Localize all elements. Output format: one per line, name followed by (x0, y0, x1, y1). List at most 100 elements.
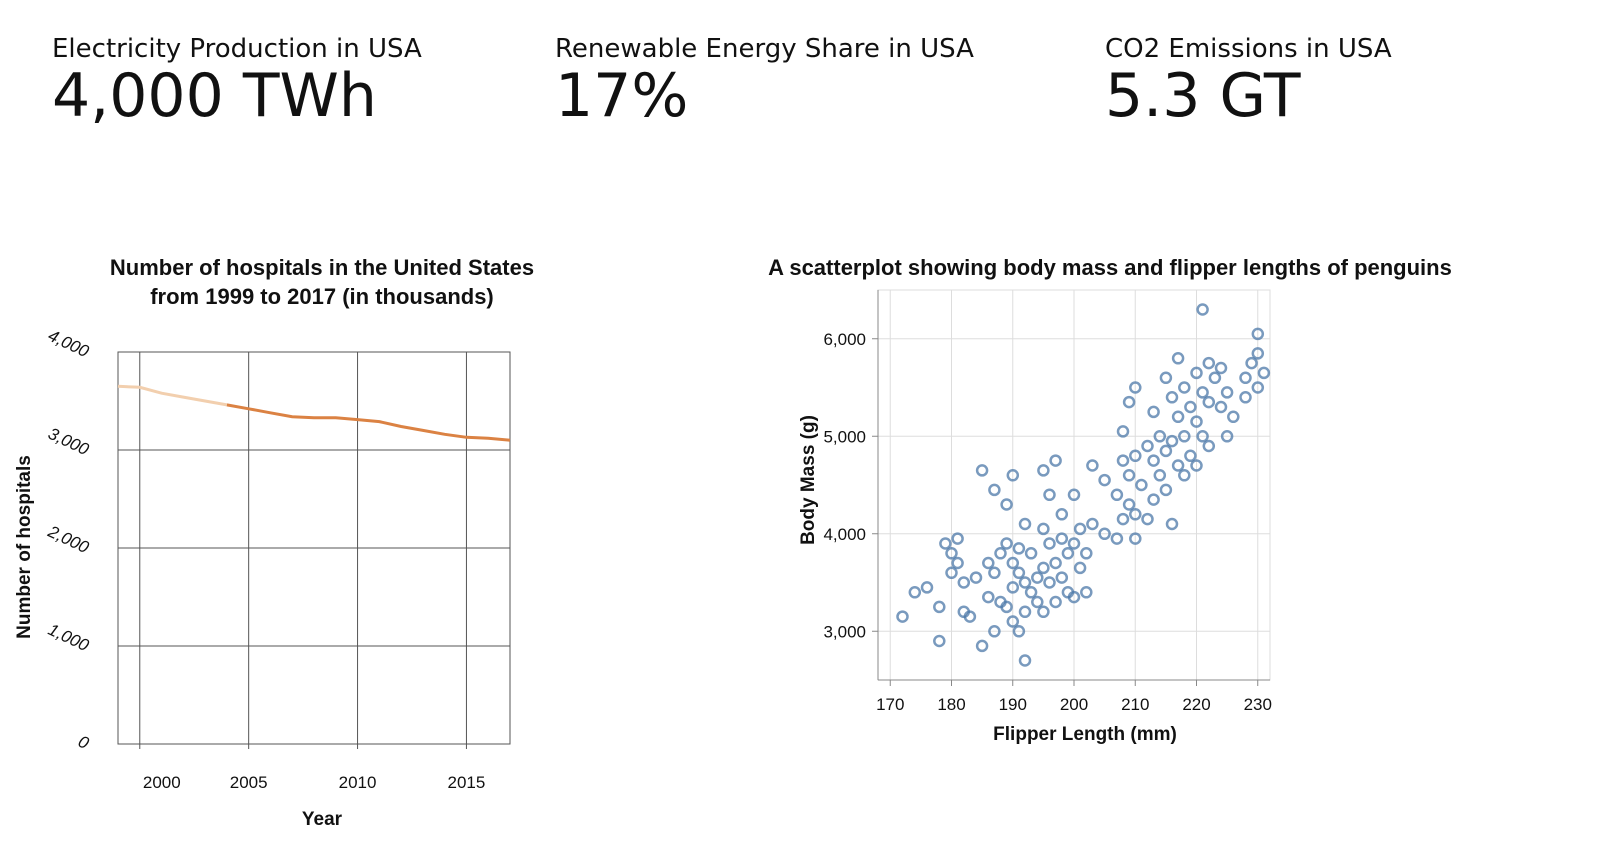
scatter-point (1153, 430, 1167, 443)
scatter-point (1251, 327, 1265, 341)
scatter-point (1043, 576, 1056, 589)
scatter-point (1055, 571, 1069, 584)
scatter-point (1055, 532, 1069, 545)
scatter-point (1239, 391, 1252, 404)
scatter-point (1122, 469, 1136, 482)
scatter-point (1018, 654, 1032, 667)
kpi-label: Electricity Production in USA (52, 34, 422, 64)
chart-title: A scatterplot showing body mass and flip… (768, 255, 1452, 280)
scatter-point (1165, 517, 1179, 531)
scatter-point (1006, 581, 1020, 594)
scatter-point (1171, 459, 1185, 472)
y-tick-label: 2,000 (44, 521, 92, 557)
scatter-point (1214, 361, 1228, 375)
scatter-point (982, 556, 995, 570)
scatter-point (1184, 400, 1197, 414)
scatter-point (1165, 391, 1179, 404)
scatter-point (1245, 356, 1258, 370)
scatter-point (1171, 410, 1185, 424)
scatter-point (933, 634, 946, 648)
penguins-scatter-chart: A scatterplot showing body mass and flip… (768, 255, 1452, 745)
x-axis-title: Year (302, 809, 343, 830)
scatter-point (1049, 556, 1062, 570)
scatter-point (1129, 381, 1142, 394)
y-tick-label: 3,000 (823, 622, 866, 641)
scatter-point (1086, 517, 1099, 531)
scatter-point (1049, 454, 1062, 467)
scatter-point (1178, 430, 1191, 443)
scatter-point (988, 566, 1001, 580)
scatter-point (1067, 537, 1081, 550)
scatter-point (1220, 386, 1234, 399)
x-tick-label: 210 (1121, 695, 1149, 714)
y-axis-title: Number of hospitals (14, 455, 35, 639)
kpi-value: 4,000 TWh (52, 61, 377, 131)
scatter-point (1080, 547, 1093, 560)
scatter-point (1018, 517, 1032, 531)
scatter-point (1000, 498, 1013, 511)
scatter-point (951, 532, 964, 545)
y-tick-label: 4,000 (823, 525, 866, 544)
scatter-point (1116, 454, 1130, 467)
scatter-point (1220, 430, 1234, 443)
scatter-point (920, 581, 934, 594)
x-tick-label: 170 (876, 695, 904, 714)
kpi-label: Renewable Energy Share in USA (555, 34, 974, 64)
scatter-point (1147, 493, 1160, 506)
scatter-point (1037, 464, 1050, 477)
scatter-point (1006, 615, 1020, 628)
x-axis-title: Flipper Length (mm) (993, 724, 1177, 745)
kpi-electricity-production: Electricity Production in USA 4,000 TWh (52, 34, 422, 128)
y-tick-label: 4,000 (45, 326, 92, 361)
chart-title: from 1999 to 2017 (in thousands) (150, 284, 494, 309)
scatter-point (1159, 483, 1173, 497)
x-tick-label: 180 (937, 695, 965, 714)
scatter-point (1202, 356, 1216, 370)
scatter-point (988, 483, 1001, 497)
scatter-point (1202, 395, 1216, 409)
scatter-point (951, 556, 964, 570)
scatter-point (1196, 303, 1209, 316)
scatter-point (1208, 371, 1222, 385)
scatter-point (969, 571, 983, 584)
scatter-point (1073, 522, 1087, 536)
scatter-point (1129, 449, 1142, 463)
scatter-point (1196, 386, 1209, 399)
scatter-point (1000, 537, 1013, 550)
scatter-point (896, 610, 909, 623)
scatter-point (1110, 488, 1124, 502)
scatter-point (994, 547, 1007, 560)
scatter-point (1239, 371, 1252, 385)
scatter-point (1257, 366, 1271, 380)
scatter-point (1073, 561, 1087, 575)
scatter-point (1141, 439, 1154, 453)
scatter-point (975, 464, 989, 477)
scatter-point (1037, 561, 1050, 575)
scatter-point (1037, 522, 1050, 536)
x-tick-label: 190 (999, 695, 1027, 714)
scatter-point (1110, 532, 1124, 545)
scatter-point (1147, 454, 1160, 467)
scatter-point (1055, 508, 1069, 521)
scatter-point (1086, 459, 1099, 472)
scatter-point (939, 537, 952, 550)
scatter-point (1098, 527, 1111, 541)
kpi-co2-emissions: CO2 Emissions in USA 5.3 GT (1105, 34, 1392, 128)
series-line-highlight (226, 403, 511, 442)
hospitals-line-chart: Number of hospitals in the United States… (14, 255, 534, 830)
scatter-point (1190, 366, 1203, 380)
x-tick-label: 230 (1244, 695, 1272, 714)
scatter-point (1116, 512, 1130, 526)
scatter-point (1141, 512, 1154, 526)
scatter-point (1122, 498, 1136, 511)
scatter-point (1037, 605, 1050, 619)
scatter-point (1049, 595, 1062, 609)
scatter-point (1067, 488, 1081, 502)
scatter-point (1196, 430, 1209, 443)
scatter-point (1165, 434, 1179, 448)
scatter-point (1190, 459, 1203, 472)
scatter-point (1227, 410, 1240, 424)
scatter-point (945, 547, 958, 560)
y-tick-label: 3,000 (45, 424, 92, 459)
x-tick-label: 2000 (143, 773, 181, 792)
